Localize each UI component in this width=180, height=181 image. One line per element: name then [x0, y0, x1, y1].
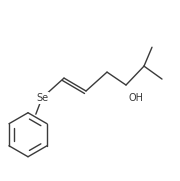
Text: OH: OH [128, 93, 143, 103]
Text: Se: Se [36, 93, 48, 103]
